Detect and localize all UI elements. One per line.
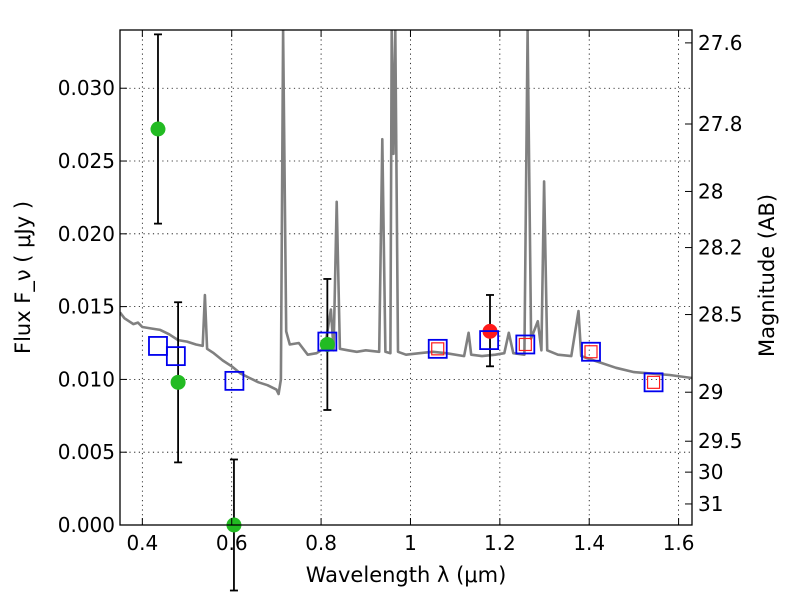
x-tick-label: 1.6	[663, 531, 695, 555]
y-tick-label: 0.025	[58, 149, 115, 173]
magnitude-tick-label: 27.8	[698, 112, 743, 136]
magnitude-tick-label: 30	[698, 460, 723, 484]
model-photometry-small-square	[584, 345, 598, 359]
magnitude-tick-label: 29.5	[698, 429, 743, 453]
y-tick-label: 0.015	[58, 295, 115, 319]
data-markers	[148, 121, 664, 533]
magnitude-tick-label: 31	[698, 492, 723, 516]
x-axis-label: Wavelength λ (μm)	[306, 563, 507, 587]
grid	[120, 30, 692, 526]
magnitude-tick-label: 28	[698, 179, 723, 203]
data-point	[170, 374, 186, 390]
y-tick-label: 0.020	[58, 222, 115, 246]
x-axis-ticks: 0.4 0.6 0.8 1 1.2 1.4 1.6	[126, 30, 695, 555]
model-photometry-square	[427, 338, 448, 359]
x-tick-label: 0.4	[126, 531, 158, 555]
model-photometry-square	[581, 341, 601, 362]
model-spectrum	[120, 30, 692, 396]
magnitude-tick-label: 28.2	[698, 236, 743, 260]
model-photometry-square	[165, 346, 186, 367]
y-tick-label: 0.005	[58, 440, 115, 464]
magnitude-axis-label: Magnitude (AB)	[755, 194, 779, 357]
model-photometry-square	[515, 334, 536, 355]
plot-frame	[119, 29, 693, 526]
y-axis-ticks: 0.000 0.005 0.010 0.015 0.020 0.025 0.030	[58, 76, 127, 537]
magnitude-axis-ticks: 27.6 27.8 28 28.2 28.5 29 29.5 30 31	[685, 31, 743, 516]
y-tick-label: 0.030	[58, 76, 115, 100]
y-tick-label: 0.010	[58, 367, 115, 391]
model-photometry-square	[224, 370, 245, 391]
model-photometry-small-square	[518, 337, 532, 352]
model-photometry-square	[479, 330, 500, 351]
y-axis-label: Flux F_ν ( μJy )	[11, 201, 36, 354]
spectrum-line	[120, 30, 692, 396]
magnitude-tick-label: 27.6	[698, 31, 743, 55]
y-tick-label: 0.000	[58, 513, 115, 537]
x-tick-label: 0.8	[305, 531, 337, 555]
model-photometry-square	[317, 331, 338, 352]
model-photometry-square	[643, 372, 664, 393]
x-tick-label: 1	[404, 531, 417, 555]
model-photometry-square	[148, 336, 168, 356]
data-point	[150, 121, 166, 137]
data-point	[319, 336, 335, 352]
model-photometry-small-square	[646, 375, 661, 389]
x-tick-label: 0.6	[216, 531, 248, 555]
magnitude-tick-label: 29	[698, 380, 723, 404]
magnitude-tick-label: 28.5	[698, 303, 743, 327]
x-tick-label: 1.4	[573, 531, 605, 555]
model-photometry-small-square	[431, 342, 445, 356]
x-tick-label: 1.2	[484, 531, 516, 555]
